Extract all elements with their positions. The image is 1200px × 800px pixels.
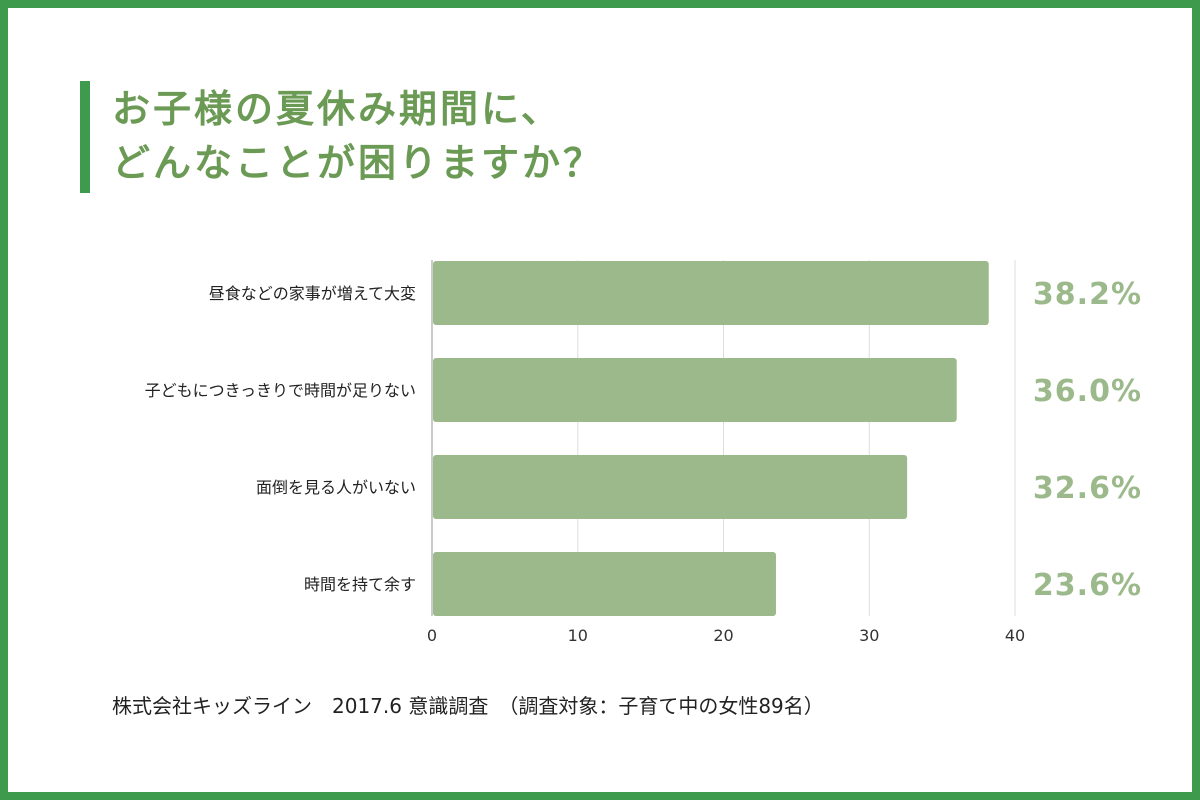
- bar-2: [433, 358, 957, 422]
- value-label-1: 38.2%: [1033, 277, 1142, 312]
- category-label-2: 子どもにつきっきりで時間が足りない: [145, 381, 416, 400]
- value-label-3: 32.6%: [1033, 471, 1142, 506]
- bar-4: [433, 552, 776, 616]
- x-tick-label: 0: [427, 626, 437, 645]
- x-tick-label: 30: [859, 626, 879, 645]
- value-label-4: 23.6%: [1033, 568, 1142, 603]
- bar-3: [433, 455, 908, 519]
- category-label-3: 面倒を見る人がいない: [256, 478, 416, 497]
- survey-footnote: 株式会社キッズライン 2017.6 意識調査 （調査対象：子育て中の女性89名）: [112, 694, 824, 718]
- x-tick-label: 40: [1005, 626, 1025, 645]
- x-tick-label: 20: [713, 626, 733, 645]
- chart-title-line1: お子様の夏休み期間に、: [112, 87, 562, 131]
- bar-1: [433, 261, 989, 325]
- chart-bars: [433, 261, 989, 616]
- chart-labels: 0 10 20 30 40 昼食などの家事が増えて大変 38.2% 子どもにつきっきりで時間が…: [145, 277, 1142, 645]
- x-tick-label: 10: [568, 626, 588, 645]
- value-label-2: 36.0%: [1033, 374, 1142, 409]
- title-accent-bar: [80, 81, 90, 193]
- chart-title-line2: どんなことが困りますか？: [112, 141, 605, 185]
- category-label-4: 時間を持て余す: [304, 575, 416, 594]
- category-label-1: 昼食などの家事が増えて大変: [209, 284, 416, 303]
- chart-title: お子様の夏休み期間に、 どんなことが困りますか？: [112, 82, 604, 190]
